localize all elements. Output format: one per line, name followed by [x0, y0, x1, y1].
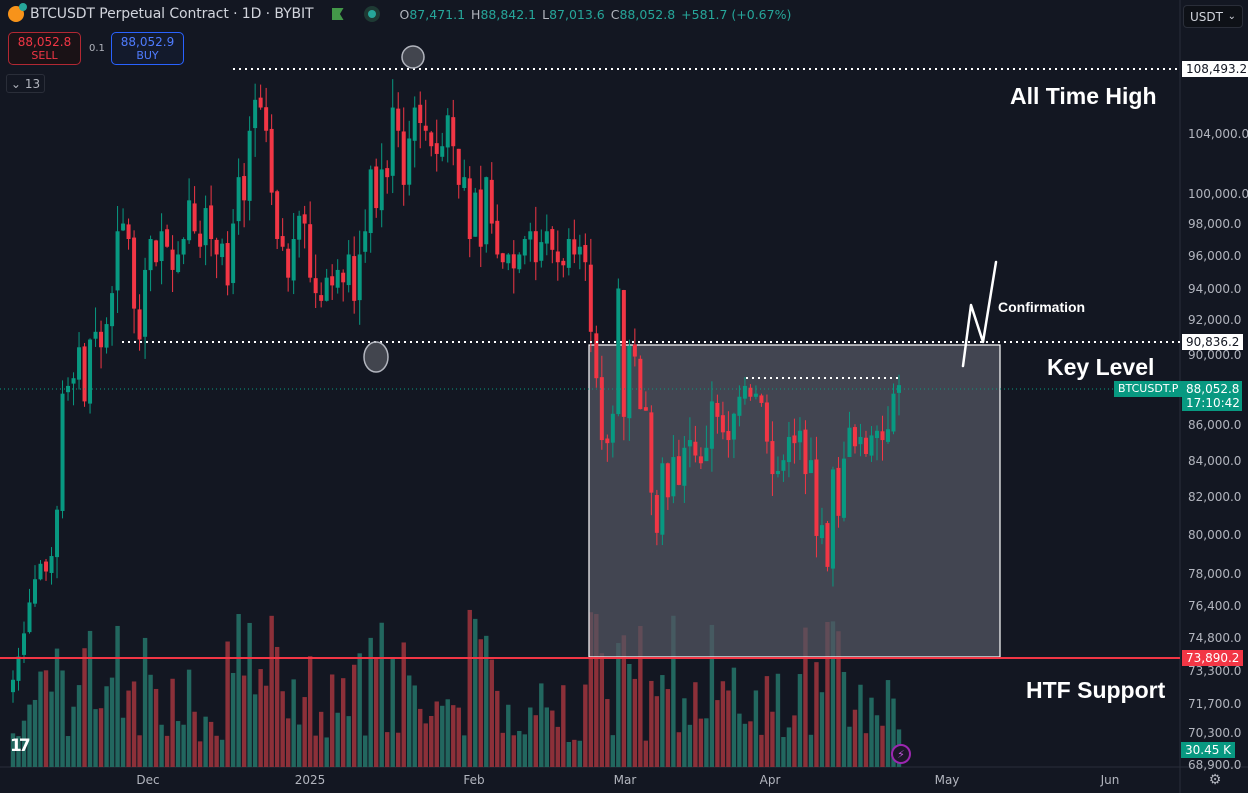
time-tick-label: Jun: [1100, 773, 1120, 787]
key-level-price-badge: 90,836.2: [1182, 334, 1244, 350]
time-tick-label: Dec: [136, 773, 160, 787]
confirmation-annotation[interactable]: Confirmation: [998, 299, 1086, 315]
price-tick-label: 92,000.0: [1188, 313, 1242, 327]
volume-badge: 30.45 K: [1181, 742, 1236, 758]
price-tick-label: 98,000.0: [1188, 217, 1242, 231]
volume-bars: [10, 609, 902, 767]
sell-button[interactable]: 88,052.8 SELL: [8, 32, 81, 65]
price-tick-label: 100,000.0: [1188, 187, 1248, 201]
price-tick-label: 70,300.0: [1188, 726, 1242, 740]
price-tick-label: 96,000.0: [1188, 249, 1242, 263]
key-level-annotation[interactable]: Key Level: [1047, 354, 1155, 380]
flag-icon[interactable]: [331, 8, 344, 20]
low-marker-circle: [363, 341, 389, 373]
price-tick-label: 71,700.0: [1188, 697, 1242, 711]
buy-button[interactable]: 88,052.9 BUY: [111, 32, 184, 65]
quantity-value[interactable]: 0.1: [89, 43, 105, 54]
time-tick-label: Apr: [759, 773, 781, 787]
price-tick-label: 82,000.0: [1188, 490, 1242, 504]
time-tick-label: Mar: [613, 773, 637, 787]
price-tick-label: 73,300.0: [1188, 664, 1242, 678]
price-change: +581.7 (+0.67%): [681, 6, 792, 22]
price-tick-label: 94,000.0: [1188, 282, 1242, 296]
chart-header: BTCUSDT Perpetual Contract · 1D · BYBIT …: [8, 3, 792, 22]
settings-icon[interactable]: ⚙: [1208, 772, 1222, 788]
symbol-badge: BTCUSDT.P: [1114, 381, 1183, 397]
key-level-box[interactable]: [588, 344, 1001, 658]
indicators-toggle[interactable]: ⌄ 13: [6, 74, 45, 93]
ohlc-values: O87,471.1 H88,842.1 L87,013.6 C88,052.8 …: [399, 6, 792, 22]
chevron-down-icon: ⌄: [1227, 11, 1236, 22]
price-tick-label: 86,000.0: [1188, 418, 1242, 432]
currency-select[interactable]: USDT ⌄: [1183, 5, 1243, 28]
chevron-down-icon: ⌄: [10, 76, 21, 91]
price-tick-label: 104,000.0: [1188, 127, 1248, 141]
price-tick-label: 68,900.0: [1188, 758, 1242, 772]
time-tick-label: May: [934, 773, 960, 787]
htf-support-annotation[interactable]: HTF Support: [1026, 677, 1166, 703]
last-price-badge: 88,052.8 17:10:42: [1182, 381, 1242, 411]
price-tick-label: 80,000.0: [1188, 528, 1242, 542]
bitcoin-icon: [8, 3, 27, 22]
price-tick-label: 90,000.0: [1188, 348, 1242, 362]
confirmation-drawing: [961, 260, 998, 368]
tradingview-logo[interactable]: 17: [10, 736, 31, 756]
lightning-icon[interactable]: ⚡: [891, 744, 911, 764]
ath-marker-circle: [401, 45, 425, 69]
time-tick-label: Feb: [463, 773, 485, 787]
symbol-title[interactable]: BTCUSDT Perpetual Contract · 1D · BYBIT: [30, 6, 314, 22]
trade-panel: 88,052.8 SELL 0.1 88,052.9 BUY: [8, 32, 184, 65]
candlesticks: [11, 79, 901, 703]
ath-annotation[interactable]: All Time High: [1010, 83, 1157, 109]
price-tick-label: 74,800.0: [1188, 631, 1242, 645]
market-status-icon[interactable]: [363, 6, 380, 22]
price-tick-label: 78,000.0: [1188, 567, 1242, 581]
price-tick-label: 84,000.0: [1188, 454, 1242, 468]
ath-price-badge: 108,493.2: [1182, 61, 1248, 77]
countdown: 17:10:42: [1186, 396, 1240, 410]
support-price-badge: 73,890.2: [1182, 650, 1244, 666]
price-tick-label: 76,400.0: [1188, 599, 1242, 613]
time-tick-label: 2025: [294, 773, 326, 787]
